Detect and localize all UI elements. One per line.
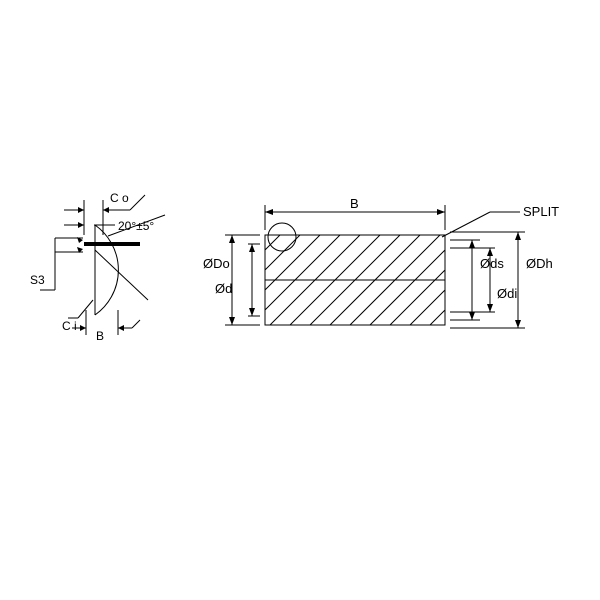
label-ds: Øds (480, 256, 504, 271)
label-B-left: B (96, 329, 104, 343)
label-d: Ød (215, 281, 232, 296)
label-Do: ØDo (203, 256, 230, 271)
label-Ci: C i (62, 319, 77, 333)
label-di: Ødi (497, 286, 517, 301)
label-Co: C o (110, 191, 129, 205)
label-angle: 20°±5° (118, 219, 154, 233)
label-S3: S3 (30, 273, 45, 287)
label-split: SPLIT (523, 204, 559, 219)
left-cross-section-view: C o 20°±5° S3 C i B (30, 191, 165, 343)
right-side-view: B ØDo Ød SPLIT Øds Ødi (203, 196, 559, 328)
label-B-right: B (350, 196, 359, 211)
technical-drawing: C o 20°±5° S3 C i B (0, 0, 600, 600)
label-Dh: ØDh (526, 256, 553, 271)
